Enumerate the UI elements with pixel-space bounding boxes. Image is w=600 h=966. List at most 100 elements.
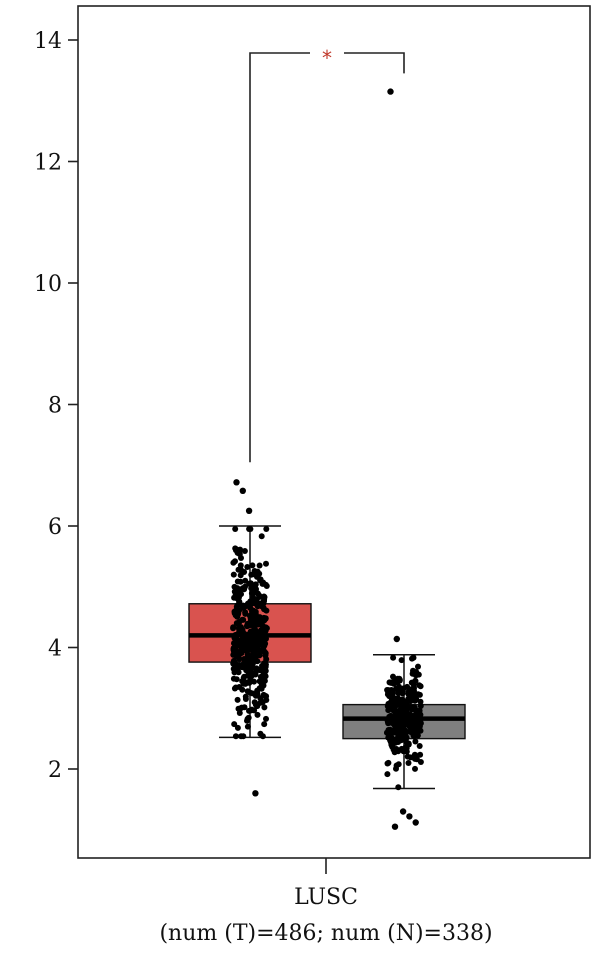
x-sample-note: (num (T)=486; num (N)=338) bbox=[159, 921, 492, 946]
jitter-point bbox=[405, 695, 412, 702]
jitter-point bbox=[232, 558, 238, 565]
jitter-point bbox=[395, 761, 402, 768]
jitter-point bbox=[248, 571, 255, 578]
jitter-point bbox=[239, 631, 246, 638]
y-tick-label-6: 6 bbox=[48, 515, 62, 540]
jitter-point bbox=[239, 603, 246, 610]
outlier-point-N bbox=[393, 635, 400, 643]
jitter-point bbox=[231, 594, 238, 601]
jitter-point bbox=[247, 580, 254, 587]
jitter-point bbox=[405, 760, 412, 766]
jitter-point bbox=[247, 604, 254, 611]
jitter-point bbox=[237, 562, 244, 569]
jitter-point bbox=[244, 633, 251, 640]
x-category-label: LUSC bbox=[294, 885, 358, 910]
jitter-point bbox=[244, 656, 251, 663]
jitter-point bbox=[259, 580, 266, 587]
jitter-point bbox=[246, 679, 253, 686]
jitter-point bbox=[410, 654, 417, 661]
jitter-point bbox=[249, 562, 256, 569]
jitter-point bbox=[262, 663, 269, 670]
jitter-point bbox=[233, 631, 240, 638]
jitter-point bbox=[395, 712, 402, 719]
jitter-point bbox=[405, 688, 412, 695]
jitter-point bbox=[251, 678, 257, 685]
jitter-point bbox=[387, 699, 394, 706]
jitter-point bbox=[247, 598, 254, 605]
jitter-point bbox=[261, 721, 268, 728]
jitter-point bbox=[234, 696, 241, 703]
outlier-point-N bbox=[399, 808, 407, 815]
jitter-point bbox=[245, 714, 252, 721]
jitter-point bbox=[256, 652, 263, 659]
jitter-point bbox=[388, 741, 395, 748]
jitter-point bbox=[262, 633, 269, 640]
jitter-point bbox=[261, 704, 268, 711]
jitter-point bbox=[251, 654, 258, 661]
jitter-point bbox=[411, 751, 418, 758]
jitter-point bbox=[417, 698, 424, 705]
jitter-point bbox=[258, 533, 265, 540]
jitter-point bbox=[230, 625, 237, 632]
jitter-point bbox=[238, 640, 245, 647]
y-tick-label-4: 4 bbox=[48, 637, 62, 662]
jitter-point bbox=[416, 743, 423, 749]
jitter-point bbox=[237, 546, 244, 553]
jitter-point bbox=[262, 673, 269, 680]
jitter-points-N bbox=[384, 88, 424, 830]
jitter-points-T bbox=[230, 479, 270, 797]
jitter-point bbox=[262, 624, 269, 631]
outlier-point-T bbox=[233, 479, 240, 486]
jitter-point bbox=[235, 705, 242, 712]
jitter-point bbox=[255, 666, 262, 673]
jitter-point bbox=[232, 733, 239, 740]
jitter-point bbox=[237, 566, 244, 573]
jitter-point bbox=[239, 686, 246, 693]
jitter-point bbox=[392, 736, 399, 743]
outlier-point-N bbox=[387, 88, 394, 95]
jitter-point bbox=[410, 733, 417, 739]
jitter-point bbox=[384, 729, 390, 736]
y-tick-label-2: 2 bbox=[48, 758, 62, 783]
jitter-point bbox=[242, 583, 248, 590]
jitter-point bbox=[232, 684, 239, 691]
jitter-point bbox=[238, 624, 244, 631]
outlier-point-T bbox=[245, 507, 253, 514]
y-tick-label-12: 12 bbox=[34, 151, 62, 176]
jitter-point bbox=[236, 588, 243, 595]
outlier-point-T bbox=[252, 790, 259, 797]
jitter-point bbox=[413, 669, 420, 675]
jitter-point bbox=[251, 624, 258, 631]
jitter-point bbox=[385, 759, 392, 766]
jitter-point bbox=[231, 721, 238, 728]
jitter-point bbox=[404, 683, 411, 690]
jitter-point bbox=[250, 659, 257, 666]
jitter-point bbox=[415, 663, 421, 670]
plot-frame bbox=[77, 5, 591, 859]
jitter-point bbox=[256, 562, 263, 569]
jitter-point bbox=[395, 784, 402, 791]
jitter-point bbox=[417, 759, 424, 765]
jitter-point bbox=[236, 619, 243, 625]
bracket-left bbox=[249, 52, 310, 463]
jitter-point bbox=[232, 665, 239, 671]
jitter-point bbox=[243, 647, 250, 654]
jitter-point bbox=[258, 626, 265, 633]
outlier-point-N bbox=[406, 813, 413, 820]
jitter-point bbox=[242, 610, 249, 617]
jitter-point bbox=[262, 692, 269, 699]
jitter-point bbox=[404, 753, 411, 760]
outlier-point-N bbox=[412, 819, 419, 826]
jitter-point bbox=[252, 692, 259, 699]
jitter-point bbox=[254, 711, 261, 718]
jitter-point bbox=[412, 738, 419, 745]
significance-bracket: * bbox=[249, 46, 405, 463]
jitter-point bbox=[384, 717, 391, 724]
jitter-point bbox=[236, 598, 243, 605]
jitter-point bbox=[256, 633, 263, 640]
jitter-point bbox=[261, 642, 268, 649]
jitter-point bbox=[230, 657, 237, 664]
jitter-point bbox=[396, 683, 402, 690]
jitter-point bbox=[411, 726, 418, 733]
jitter-point bbox=[257, 730, 264, 737]
